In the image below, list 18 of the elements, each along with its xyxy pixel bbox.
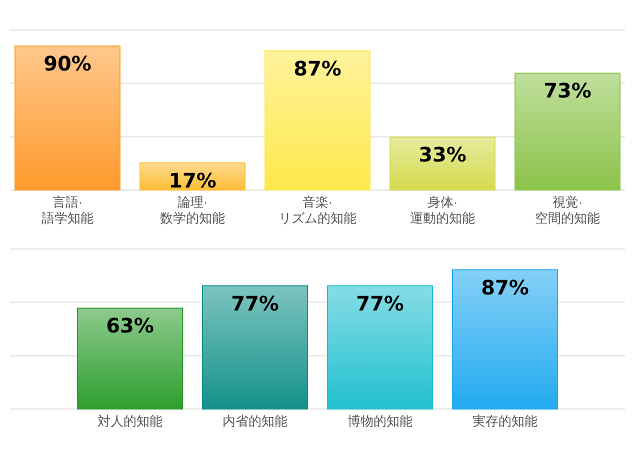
x-tick-label: 論理· 数学的知能 (160, 194, 225, 226)
x-tick-label: 言語· 語学知能 (42, 194, 94, 226)
x-tick-label: 音楽· リズム的知能 (278, 194, 356, 226)
data-label: 77% (356, 291, 404, 316)
data-label: 77% (231, 291, 279, 316)
data-label: 73% (544, 78, 592, 103)
data-label: 63% (106, 314, 154, 338)
data-label: 87% (481, 275, 529, 300)
x-tick-label: 視覚· 空間的知能 (535, 194, 600, 226)
data-label: 17% (168, 168, 216, 192)
data-label: 33% (418, 142, 466, 167)
x-tick-label: 実存的知能 (472, 414, 538, 428)
x-tick-label: 対人的知能 (98, 414, 162, 428)
x-tick-label: 内省的知能 (222, 414, 288, 428)
data-label: 87% (294, 56, 342, 80)
x-tick-label: 身体· 運動的知能 (410, 194, 475, 226)
data-label: 90% (44, 52, 92, 76)
x-tick-label: 博物的知能 (348, 414, 412, 428)
